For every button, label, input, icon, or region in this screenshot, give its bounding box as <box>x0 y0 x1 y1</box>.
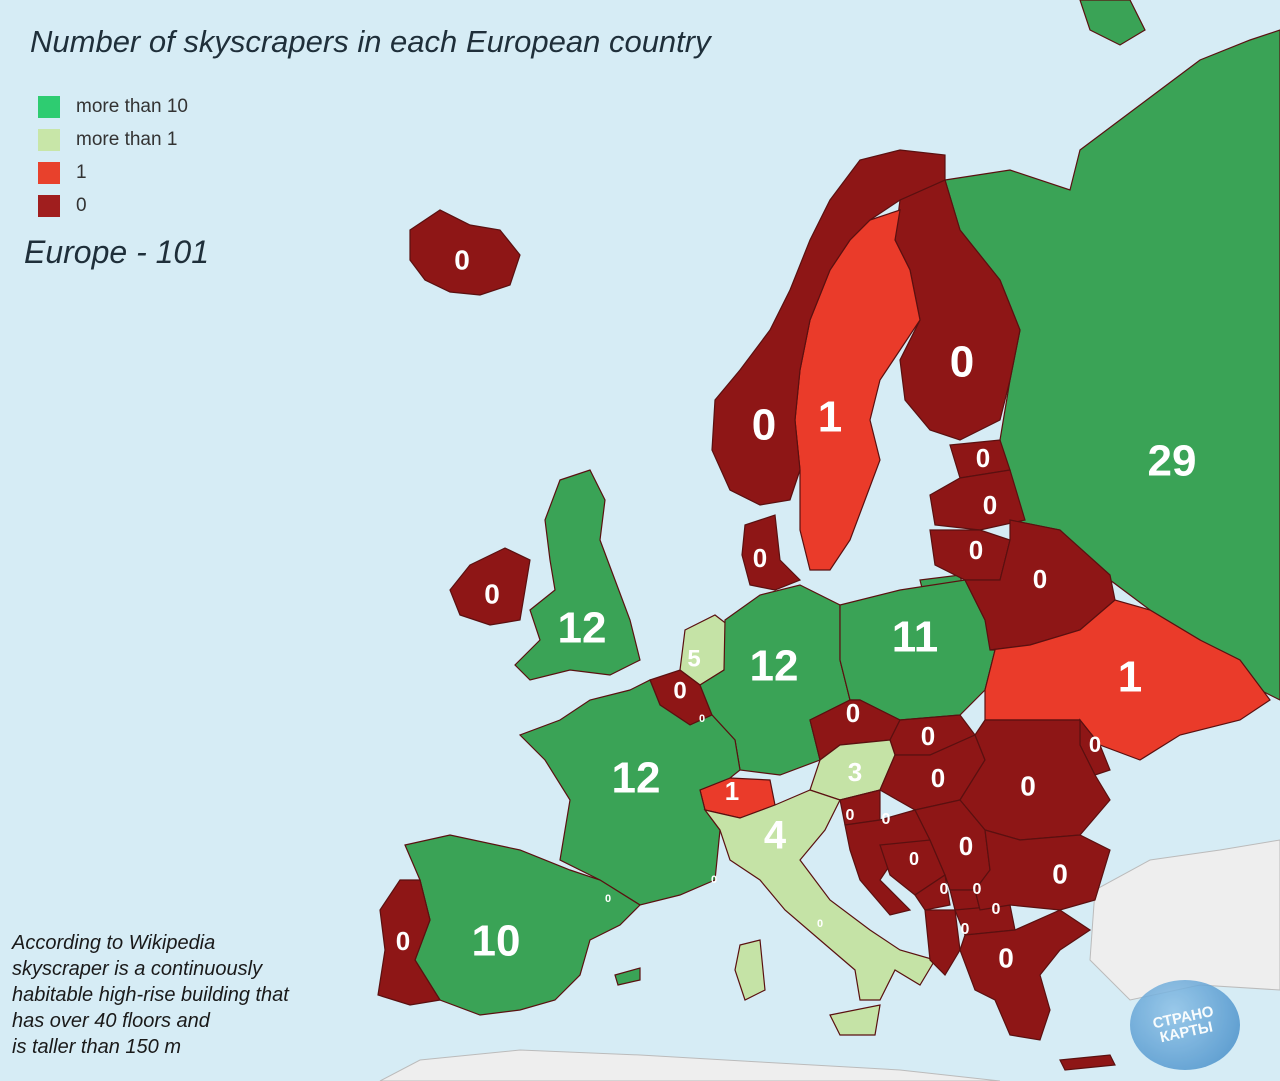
legend-item: more than 1 <box>38 123 188 156</box>
legend-swatch <box>38 161 60 184</box>
label-russia: 29 <box>1148 437 1197 486</box>
label-netherlands: 5 <box>687 645 700 672</box>
country-norway <box>711 149 946 506</box>
label-hungary: 0 <box>931 763 945 793</box>
map-title: Number of skyscrapers in each European c… <box>30 24 711 59</box>
label-france: 12 <box>612 754 661 803</box>
label-iceland: 0 <box>454 244 470 275</box>
country-uk <box>514 469 641 681</box>
country-montenegro <box>914 873 951 911</box>
label-switzerland: 1 <box>725 776 739 806</box>
country-ireland <box>449 547 531 626</box>
legend-label: 1 <box>76 161 87 183</box>
country-france <box>518 679 741 906</box>
country-denmark <box>741 514 802 591</box>
watermark-badge: СТРАНО КАРТЫ <box>1130 980 1240 1070</box>
label-italy: 4 <box>764 814 787 858</box>
country-iceland <box>409 209 521 296</box>
label-serbia: 0 <box>959 831 973 861</box>
label-slovenia: 0 <box>846 807 855 824</box>
country-greece <box>959 909 1092 1041</box>
legend-label: more than 10 <box>76 95 188 117</box>
label-austria: 3 <box>848 757 862 787</box>
label-bosnia: 0 <box>909 849 919 869</box>
label-belgium: 0 <box>673 677 686 704</box>
label-croatia: 0 <box>882 811 891 828</box>
legend-label: more than 1 <box>76 128 178 150</box>
label-belarus: 0 <box>1033 564 1047 594</box>
legend-swatch <box>38 194 60 217</box>
country-sardinia <box>734 939 766 1001</box>
label-luxembourg: 0 <box>699 713 705 725</box>
label-slovakia: 0 <box>921 721 935 751</box>
label-lithuania: 0 <box>969 535 983 565</box>
label-bulgaria: 0 <box>1052 858 1068 889</box>
legend: more than 10 more than 1 1 0 <box>38 90 188 222</box>
legend-swatch <box>38 128 60 151</box>
country-sicily <box>829 1004 881 1036</box>
label-ireland: 0 <box>484 578 500 609</box>
label-denmark: 0 <box>753 543 767 573</box>
label-spain: 10 <box>472 917 521 966</box>
country-bulgaria <box>974 829 1111 911</box>
label-kosovo: 0 <box>973 881 982 898</box>
label-sweden: 1 <box>818 393 842 442</box>
country-italy <box>703 789 936 1001</box>
legend-swatch <box>38 95 60 118</box>
label-latvia: 0 <box>983 490 997 520</box>
label-norway: 0 <box>752 401 776 450</box>
label-ukraine: 1 <box>1118 653 1142 702</box>
legend-item: more than 10 <box>38 90 188 123</box>
label-albania: 0 <box>961 921 970 938</box>
label-czechia: 0 <box>846 698 860 728</box>
definition-note: According to Wikipedia skyscraper is a c… <box>12 932 289 1058</box>
label-macedonia: 0 <box>992 901 1001 918</box>
country-albania <box>924 909 961 976</box>
country-portugal <box>377 879 441 1006</box>
legend-label: 0 <box>76 194 87 216</box>
africa-land <box>379 1049 1001 1081</box>
label-finland: 0 <box>950 338 974 387</box>
legend-item: 1 <box>38 156 188 189</box>
label-uk: 12 <box>558 604 607 653</box>
watermark-text: СТРАНО КАРТЫ <box>1151 1002 1216 1047</box>
label-san-marino: 0 <box>817 918 823 930</box>
label-poland: 11 <box>892 613 939 662</box>
label-monaco: 0 <box>711 874 717 886</box>
country-latvia <box>929 469 1026 531</box>
label-estonia: 0 <box>976 443 990 473</box>
label-portugal: 0 <box>396 926 410 956</box>
legend-item: 0 <box>38 189 188 222</box>
turkey-land <box>1089 839 1280 1001</box>
label-andorra: 0 <box>605 893 611 905</box>
label-greece: 0 <box>998 942 1014 973</box>
country-balearics <box>614 967 641 986</box>
country-crete <box>1059 1054 1116 1071</box>
country-russia-island <box>1079 0 1146 46</box>
label-moldova: 0 <box>1089 732 1101 757</box>
label-germany: 12 <box>750 642 799 691</box>
label-montenegro: 0 <box>940 881 949 898</box>
label-romania: 0 <box>1020 770 1036 801</box>
europe-total: Europe - 101 <box>24 234 210 270</box>
country-poland <box>839 579 996 721</box>
